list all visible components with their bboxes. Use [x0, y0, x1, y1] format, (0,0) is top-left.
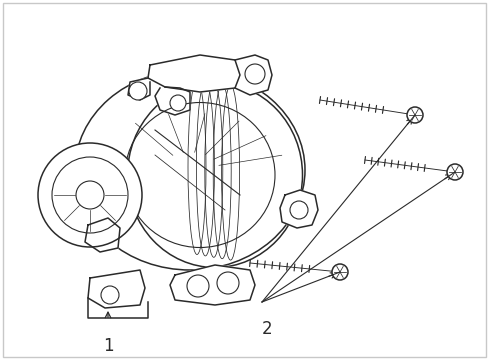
Polygon shape	[128, 78, 150, 100]
Circle shape	[170, 95, 185, 111]
Circle shape	[129, 82, 147, 100]
Polygon shape	[85, 218, 120, 252]
Ellipse shape	[75, 70, 305, 270]
Polygon shape	[280, 190, 317, 228]
Circle shape	[446, 164, 462, 180]
Polygon shape	[170, 265, 254, 305]
Polygon shape	[235, 55, 271, 95]
Polygon shape	[148, 55, 240, 92]
Circle shape	[406, 107, 422, 123]
Circle shape	[217, 272, 239, 294]
Circle shape	[76, 181, 104, 209]
Polygon shape	[155, 87, 190, 115]
Text: 2: 2	[261, 320, 272, 338]
Circle shape	[38, 143, 142, 247]
Polygon shape	[88, 298, 148, 318]
Circle shape	[186, 275, 208, 297]
Circle shape	[101, 286, 119, 304]
Circle shape	[244, 64, 264, 84]
Circle shape	[331, 264, 347, 280]
Polygon shape	[88, 270, 145, 308]
Circle shape	[289, 201, 307, 219]
Text: 1: 1	[102, 337, 113, 355]
